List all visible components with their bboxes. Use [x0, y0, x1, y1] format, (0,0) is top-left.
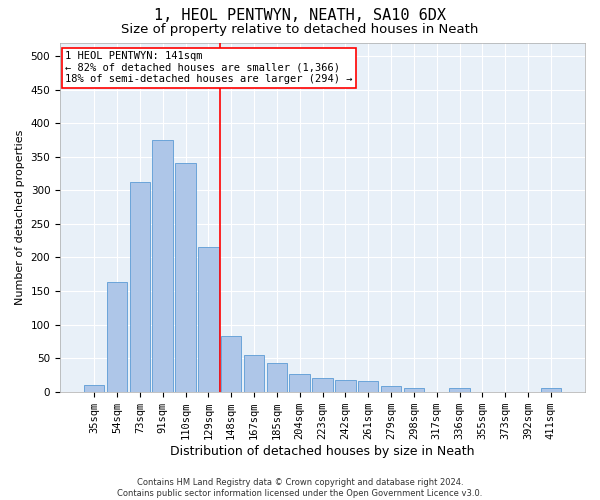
Text: 1, HEOL PENTWYN, NEATH, SA10 6DX: 1, HEOL PENTWYN, NEATH, SA10 6DX [154, 8, 446, 22]
Bar [381, 386, 401, 392]
Bar [541, 388, 561, 392]
X-axis label: Distribution of detached houses by size in Neath: Distribution of detached houses by size … [170, 444, 475, 458]
Bar [244, 355, 264, 392]
Bar [221, 336, 241, 392]
Bar [449, 388, 470, 392]
Bar [266, 363, 287, 392]
Text: 1 HEOL PENTWYN: 141sqm
← 82% of detached houses are smaller (1,366)
18% of semi-: 1 HEOL PENTWYN: 141sqm ← 82% of detached… [65, 51, 353, 84]
Bar [130, 182, 150, 392]
Bar [107, 282, 127, 392]
Bar [175, 164, 196, 392]
Bar [312, 378, 333, 392]
Bar [289, 374, 310, 392]
Bar [358, 381, 379, 392]
Bar [152, 140, 173, 392]
Bar [84, 385, 104, 392]
Bar [404, 388, 424, 392]
Text: Contains HM Land Registry data © Crown copyright and database right 2024.
Contai: Contains HM Land Registry data © Crown c… [118, 478, 482, 498]
Bar [335, 380, 356, 392]
Bar [198, 248, 218, 392]
Y-axis label: Number of detached properties: Number of detached properties [15, 130, 25, 305]
Text: Size of property relative to detached houses in Neath: Size of property relative to detached ho… [121, 22, 479, 36]
